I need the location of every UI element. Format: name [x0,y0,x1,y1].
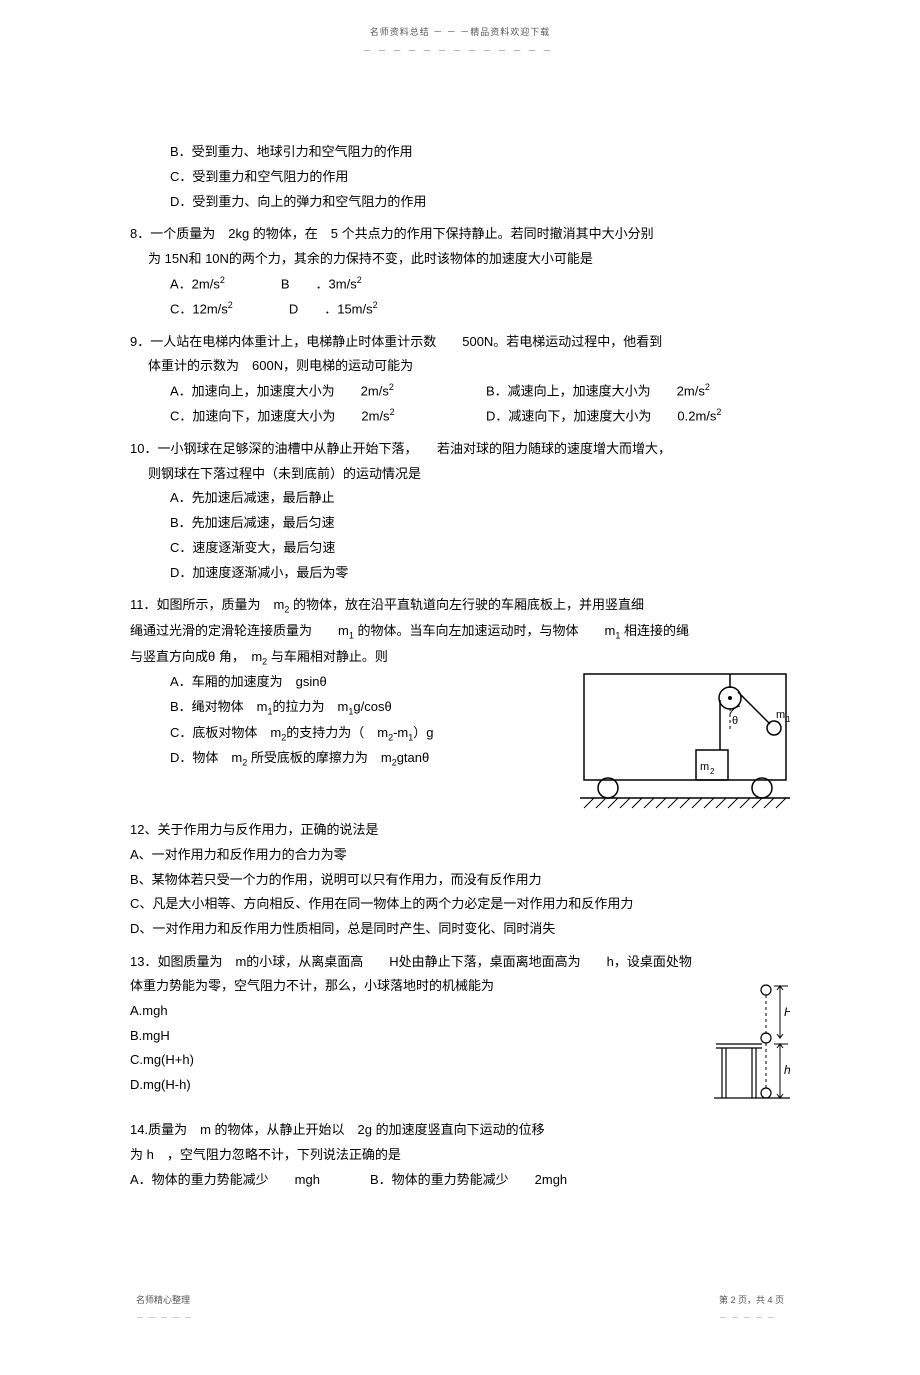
q9-opt-b: B．减速向上，加速度大小为 2m/s2 [486,379,776,404]
q11-figure: θ m1 m2 [580,670,790,810]
q11-opt-d: D．物体 m2 所受底板的摩擦力为 m2gtanθ [130,746,560,772]
q12-opt-b: B、某物体若只受一个力的作用，说明可以只有作用力，而没有反作用力 [130,868,790,893]
table-ball-icon: H [714,980,790,1110]
q9-stem-1: 9．一人站在电梯内体重计上，电梯静止时体重计示数 500N。若电梯运动过程中，他… [130,330,790,355]
q10-opt-a: A．先加速后减速，最后静止 [130,486,790,511]
q10-opt-c: C．速度逐渐变大，最后匀速 [130,536,790,561]
svg-text:m: m [776,709,785,721]
q8-stem-2: 为 15N和 10N的两个力，其余的力保持不变，此时该物体的加速度大小可能是 [130,247,790,272]
footer-right: 第 2 页，共 4 页 －－－－－ [719,1292,784,1324]
q11-stem-3: 与竖直方向成θ 角， m2 与车厢相对静止。则 [130,645,790,671]
q8-opt-a: A．2m/s2 [170,272,225,297]
q13-stem-2: 体重力势能为零，空气阻力不计，那么，小球落地时的机械能为 [130,974,694,999]
footer: 名师精心整理 －－－－－ 第 2 页，共 4 页 －－－－－ [130,1292,790,1334]
q13-left: 体重力势能为零，空气阻力不计，那么，小球落地时的机械能为 A.mgh B.mgH… [130,974,694,1097]
q13-opt-b: B.mgH [130,1024,694,1049]
q10-opt-d: D．加速度逐渐减小，最后为零 [130,561,790,586]
q8-opt-row-1: A．2m/s2 B ．3m/s2 [130,272,790,297]
svg-text:1: 1 [786,715,790,724]
q11-options: A．车厢的加速度为 gsinθ B．绳对物体 m1的拉力为 m1g/cosθ C… [130,670,560,772]
q14-opt-a: A．物体的重力势能减少 mgh [130,1168,320,1193]
q12: 12、关于作用力与反作用力，正确的说法是 A、一对作用力和反作用力的合力为零 B… [130,818,790,941]
footer-left: 名师精心整理 －－－－－ [136,1292,196,1324]
q9-stem-2: 体重计的示数为 600N，则电梯的运动可能为 [130,354,790,379]
q11-opt-c: C．底板对物体 m2的支持力为（ m2-m1）g [130,721,560,747]
q14-stem-2: 为 h ，空气阻力忽略不计，下列说法正确的是 [130,1143,790,1168]
q13-stem-1: 13．如图质量为 m的小球，从离桌面高 H处由静止下落，桌面离地面高为 h，设桌… [130,950,790,975]
q14-stem-1: 14.质量为 m 的物体，从静止开始以 2g 的加速度竖直向下运动的位移 [130,1118,790,1143]
q8-opt-d: D ．15m/s2 [289,297,378,322]
q14-opt-b: B．物体的重力势能减少 2mgh [370,1168,567,1193]
q11-opt-a: A．车厢的加速度为 gsinθ [130,670,560,695]
svg-text:2: 2 [710,767,715,776]
q8: 8．一个质量为 2kg 的物体，在 5 个共点力的作用下保持静止。若同时撤消其中… [130,222,790,321]
q7-opt-b: B．受到重力、地球引力和空气阻力的作用 [130,140,790,165]
page: 名师资料总结 － － －精品资料欢迎下载 －－－－－－－－－－－－－ B．受到重… [0,0,920,1375]
q13-opt-d: D.mg(H-h) [130,1073,694,1098]
q9-opt-row-2: C．加速向下，加速度大小为 2m/s2 D．减速向下，加速度大小为 0.2m/s… [130,404,790,429]
pulley-cart-icon: θ m1 m2 [580,670,790,810]
q9-opt-row-1: A．加速向上，加速度大小为 2m/s2 B．减速向上，加速度大小为 2m/s2 [130,379,790,404]
q9-opt-a: A．加速向上，加速度大小为 2m/s2 [170,379,460,404]
q11-stem-1: 11．如图所示，质量为 m2 的物体，放在沿平直轨道向左行驶的车厢底板上，并用竖… [130,593,790,619]
q14-opt-row: A．物体的重力势能减少 mgh B．物体的重力势能减少 2mgh [130,1168,790,1193]
q10-stem-2: 则钢球在下落过程中（未到底前）的运动情况是 [130,462,790,487]
q11: 11．如图所示，质量为 m2 的物体，放在沿平直轨道向左行驶的车厢底板上，并用竖… [130,593,790,810]
q8-stem-1: 8．一个质量为 2kg 的物体，在 5 个共点力的作用下保持静止。若同时撤消其中… [130,222,790,247]
theta-label: θ [732,715,738,727]
svg-text:m: m [700,761,709,773]
q10: 10．一小钢球在足够深的油槽中从静止开始下落， 若油对球的阻力随球的速度增大而增… [130,437,790,585]
q8-opt-c: C．12m/s2 [170,297,233,322]
q9-opt-c: C．加速向下，加速度大小为 2m/s2 [170,404,460,429]
q11-stem-2: 绳通过光滑的定滑轮连接质量为 m1 的物体。当车向左加速运动时，与物体 m1 相… [130,619,790,645]
q12-opt-d: D、一对作用力和反作用力性质相同，总是同时产生、同时变化、同时消失 [130,917,790,942]
q14: 14.质量为 m 的物体，从静止开始以 2g 的加速度竖直向下运动的位移 为 h… [130,1118,790,1192]
header-note: 名师资料总结 － － －精品资料欢迎下载 [130,24,790,41]
q8-opt-b: B ．3m/s2 [281,272,362,297]
q12-opt-a: A、一对作用力和反作用力的合力为零 [130,843,790,868]
header-dashes: －－－－－－－－－－－－－ [130,43,790,60]
q13-opt-c: C.mg(H+h) [130,1048,694,1073]
q11-opt-b: B．绳对物体 m1的拉力为 m1g/cosθ [130,695,560,721]
q11-body: A．车厢的加速度为 gsinθ B．绳对物体 m1的拉力为 m1g/cosθ C… [130,670,790,810]
q7-opt-d: D．受到重力、向上的弹力和空气阻力的作用 [130,190,790,215]
q13-opt-a: A.mgh [130,999,694,1024]
q13: 13．如图质量为 m的小球，从离桌面高 H处由静止下落，桌面离地面高为 h，设桌… [130,950,790,1111]
q13-figure: H [714,974,790,1110]
q12-opt-c: C、凡是大小相等、方向相反、作用在同一物体上的两个力必定是一对作用力和反作用力 [130,892,790,917]
q10-opt-b: B．先加速后减速，最后匀速 [130,511,790,536]
q10-stem-1: 10．一小钢球在足够深的油槽中从静止开始下落， 若油对球的阻力随球的速度增大而增… [130,437,790,462]
svg-text:H: H [784,1005,790,1019]
q12-stem: 12、关于作用力与反作用力，正确的说法是 [130,818,790,843]
q7-opt-c: C．受到重力和空气阻力的作用 [130,165,790,190]
q8-opt-row-2: C．12m/s2 D ．15m/s2 [130,297,790,322]
q9: 9．一人站在电梯内体重计上，电梯静止时体重计示数 500N。若电梯运动过程中，他… [130,330,790,429]
q13-body: 体重力势能为零，空气阻力不计，那么，小球落地时的机械能为 A.mgh B.mgH… [130,974,790,1110]
svg-text:h: h [784,1063,790,1077]
q9-opt-d: D．减速向下，加速度大小为 0.2m/s2 [486,404,776,429]
